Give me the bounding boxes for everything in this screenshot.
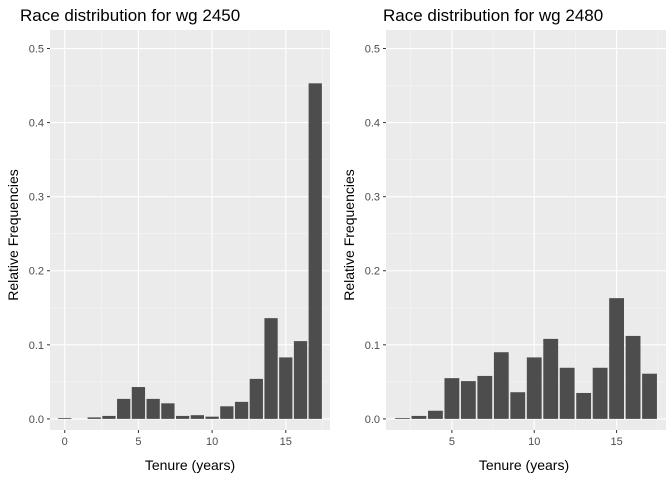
bar [279,357,293,419]
y-tick-label: 0.2 [29,266,44,278]
bar [477,375,493,419]
x-tick-label: 15 [610,436,622,448]
x-tick-label: 0 [62,436,68,448]
bar [161,403,175,419]
x-axis-ticks: 0 5 10 15 [62,430,292,448]
y-tick-label: 0.5 [365,44,380,56]
x-tick-label: 15 [280,436,292,448]
bar [131,387,146,419]
bar [625,335,641,419]
bar [395,418,410,419]
y-tick-label: 0.1 [365,340,380,352]
bar [609,298,624,419]
bar [190,415,204,419]
bar [493,352,509,419]
bar [234,401,249,419]
bar [510,392,526,419]
bar [146,398,160,419]
chart-panel-wg-2450: Race distribution for wg 2450 0.00.10.20… [5,6,330,473]
x-tick-label: 5 [449,436,455,448]
y-tick-label: 0.4 [365,118,380,130]
y-tick-label: 0.0 [365,414,380,426]
x-axis-title: Tenure (years) [145,457,235,473]
bar [220,406,234,419]
bar [176,415,190,419]
chart-title: Race distribution for wg 2450 [20,6,240,25]
bar [642,373,657,419]
bar [308,83,322,419]
bar [428,410,443,419]
bar [460,381,476,419]
y-tick-label: 0.5 [29,44,44,56]
bar [592,367,608,419]
x-tick-label: 5 [135,436,141,448]
bar [411,415,427,419]
y-tick-label: 0.2 [365,266,380,278]
bar [526,357,542,419]
y-axis-ticks: 0.0 0.1 0.2 0.3 0.4 0.5 [365,44,386,426]
bar [293,341,308,419]
y-axis-title: Relative Frequencies [5,169,21,301]
bars [58,83,322,419]
bar [205,416,219,419]
x-tick-label: 10 [528,436,540,448]
y-tick-label: 0.3 [29,192,44,204]
bar [58,418,72,419]
chart-panel-wg-2480: Race distribution for wg 2480 0.00.10.20… [341,6,666,473]
x-axis-title: Tenure (years) [479,457,569,473]
bar [117,398,131,419]
y-axis-title: Relative Frequencies [341,169,357,301]
chart-title: Race distribution for wg 2480 [383,6,603,25]
bar [264,318,278,419]
bar [249,378,263,419]
bar [576,392,592,419]
bar [543,338,559,419]
y-tick-label: 0.4 [29,118,44,130]
y-tick-label: 0.1 [29,340,44,352]
x-tick-label: 10 [206,436,218,448]
bar [102,415,116,419]
bar [444,378,460,419]
bar [87,417,101,419]
y-tick-label: 0.3 [365,192,380,204]
y-axis-ticks: 0.0 0.1 0.2 0.3 0.4 0.5 [29,44,50,426]
x-axis-ticks: 5 10 15 [449,430,623,448]
y-tick-label: 0.0 [29,414,44,426]
bars [395,298,657,419]
bar [559,367,575,419]
